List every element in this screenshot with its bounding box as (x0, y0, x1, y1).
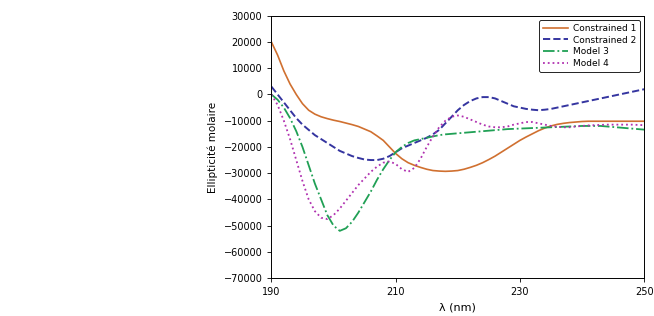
Constrained 1 (354, 125, 362, 128)
Constrained 2 (367, 158, 375, 162)
Legend: Constrained 1, Constrained 2, Model 3, Model 4: Constrained 1, Constrained 2, Model 3, M… (540, 20, 640, 72)
Model 4 (404, 170, 412, 174)
Constrained 2 (404, 144, 412, 148)
Model 4 (360, 177, 368, 180)
Model 4 (472, 120, 480, 124)
Constrained 2 (472, 96, 480, 100)
Constrained 2 (342, 152, 350, 155)
Constrained 1 (498, 150, 506, 154)
Model 4 (324, 217, 332, 221)
Model 3 (336, 229, 344, 233)
Line: Constrained 2: Constrained 2 (271, 87, 644, 160)
Model 3 (640, 128, 648, 131)
Constrained 1 (441, 169, 449, 173)
X-axis label: λ (nm): λ (nm) (439, 303, 476, 313)
Model 3 (267, 93, 275, 96)
Y-axis label: Ellipticité molaire: Ellipticité molaire (207, 101, 218, 192)
Constrained 2 (354, 156, 362, 160)
Model 3 (404, 141, 412, 145)
Constrained 2 (498, 99, 506, 103)
Model 4 (640, 123, 648, 127)
Model 4 (596, 123, 604, 127)
Model 4 (348, 191, 356, 195)
Constrained 2 (640, 87, 648, 91)
Constrained 2 (596, 96, 604, 100)
Model 3 (596, 124, 604, 128)
Model 3 (472, 130, 480, 134)
Constrained 1 (267, 40, 275, 44)
Constrained 1 (640, 119, 648, 123)
Model 3 (498, 128, 506, 131)
Constrained 1 (596, 119, 604, 123)
Line: Constrained 1: Constrained 1 (271, 42, 644, 171)
Constrained 1 (398, 157, 405, 161)
Constrained 2 (267, 85, 275, 88)
Model 3 (348, 220, 356, 224)
Model 4 (267, 93, 275, 96)
Constrained 1 (472, 163, 480, 167)
Model 3 (360, 200, 368, 204)
Model 4 (498, 125, 506, 129)
Line: Model 3: Model 3 (271, 94, 644, 231)
Constrained 1 (342, 121, 350, 125)
Line: Model 4: Model 4 (271, 94, 644, 219)
